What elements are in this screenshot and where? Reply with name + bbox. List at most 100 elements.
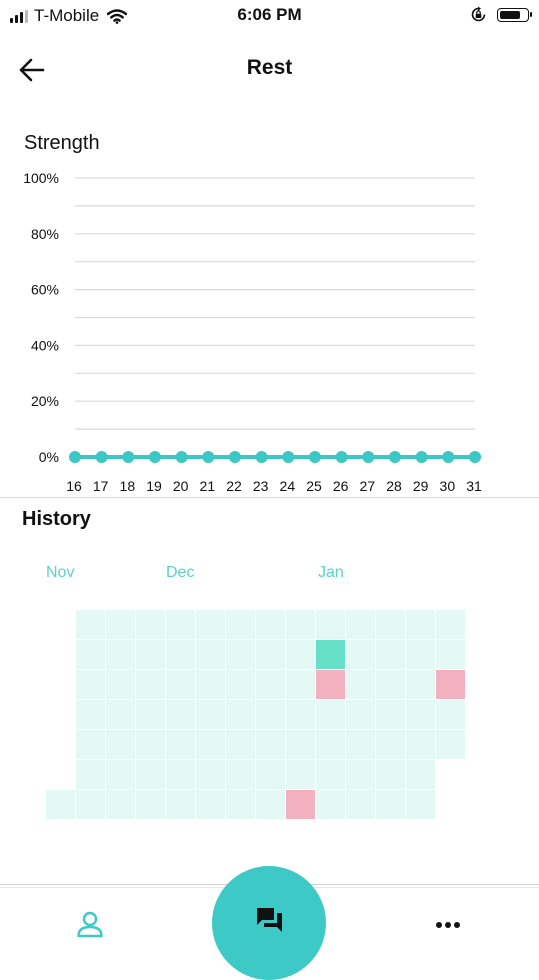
history-day-cell [196, 700, 225, 729]
profile-tab[interactable] [70, 908, 110, 942]
chat-button[interactable] [212, 866, 326, 980]
data-point [442, 451, 455, 463]
history-day-cell [166, 610, 195, 639]
more-tab[interactable] [428, 908, 468, 942]
x-tick-label: 19 [146, 478, 162, 494]
history-day-cell [316, 700, 345, 729]
history-day-cell [166, 790, 195, 819]
history-day-cell [106, 670, 135, 699]
data-point [309, 451, 321, 463]
history-title: History [22, 508, 91, 530]
data-point [469, 451, 481, 463]
y-tick-label: 60% [31, 282, 59, 298]
history-day-cell [376, 760, 405, 789]
section-divider [0, 497, 539, 498]
history-day-cell [346, 790, 375, 819]
data-point [362, 451, 375, 463]
data-point [229, 451, 241, 463]
history-day-cell [346, 730, 375, 759]
signal-icon [10, 9, 28, 23]
history-day-cell [76, 610, 105, 639]
history-day-cell [406, 730, 435, 759]
data-point [282, 451, 295, 463]
history-day-cell [76, 790, 105, 819]
bottom-nav [0, 866, 539, 980]
history-day-cell [256, 730, 285, 759]
page-title: Rest [246, 56, 293, 79]
history-day-cell [286, 790, 315, 819]
history-day-cell [136, 670, 165, 699]
history-day-cell [406, 790, 435, 819]
history-day-cell [316, 610, 345, 639]
history-day-cell [256, 760, 285, 789]
history-day-cell [376, 700, 405, 729]
history-day-cell [286, 670, 315, 699]
status-time: 6:06 PM [237, 5, 302, 24]
history-day-cell [286, 640, 315, 669]
more-icon [436, 922, 460, 928]
data-point [415, 451, 428, 463]
history-day-cell [196, 640, 225, 669]
history-day-cell [106, 700, 135, 729]
history-day-cell [166, 760, 195, 789]
back-button[interactable] [14, 52, 50, 88]
history-day-cell [166, 670, 195, 699]
history-day-cell [346, 610, 375, 639]
history-day-cell [436, 670, 465, 699]
history-day-cell [346, 760, 375, 789]
history-day-cell [106, 610, 135, 639]
history-day-cell [226, 700, 255, 729]
data-point [95, 451, 108, 463]
x-tick-label: 21 [200, 478, 216, 494]
history-day-cell [316, 730, 345, 759]
battery-level [500, 10, 520, 19]
history-day-cell [316, 760, 345, 789]
arrow-left-icon [19, 58, 45, 82]
data-point [202, 451, 215, 463]
history-day-cell [346, 670, 375, 699]
history-day-cell [256, 610, 285, 639]
history-day-cell [136, 700, 165, 729]
history-day-cell [436, 610, 465, 639]
x-tick-label: 25 [306, 478, 322, 494]
history-day-cell [196, 730, 225, 759]
month-label-nov: Nov [46, 564, 75, 581]
strength-title: Strength [24, 132, 100, 154]
history-day-cell [376, 730, 405, 759]
history-day-cell [166, 700, 195, 729]
month-label-dec: Dec [166, 564, 195, 581]
history-day-cell [76, 700, 105, 729]
data-point [149, 451, 161, 463]
profile-icon [77, 911, 103, 938]
history-day-cell [376, 640, 405, 669]
history-day-cell [226, 790, 255, 819]
data-point [389, 451, 401, 463]
history-day-cell [136, 790, 165, 819]
history-day-cell [406, 670, 435, 699]
y-tick-label: 100% [23, 170, 59, 186]
history-day-cell [166, 640, 195, 669]
month-label-jan: Jan [318, 564, 344, 581]
history-day-cell [316, 640, 345, 669]
history-day-cell [106, 790, 135, 819]
data-point [69, 451, 81, 463]
history-day-cell [286, 610, 315, 639]
header: Rest [0, 40, 539, 100]
history-day-cell [106, 730, 135, 759]
x-tick-label: 22 [226, 478, 242, 494]
wifi-icon [107, 8, 128, 24]
history-day-cell [406, 760, 435, 789]
x-tick-label: 16 [66, 478, 82, 494]
history-day-cell [196, 670, 225, 699]
history-day-cell [136, 610, 165, 639]
x-tick-label: 17 [93, 478, 109, 494]
history-day-cell [46, 790, 75, 819]
y-tick-label: 0% [39, 449, 59, 465]
status-left: T-Mobile [10, 6, 128, 26]
history-day-cell [226, 640, 255, 669]
x-tick-label: 23 [253, 478, 269, 494]
x-tick-label: 18 [120, 478, 136, 494]
x-tick-label: 30 [440, 478, 456, 494]
history-day-cell [76, 670, 105, 699]
history-day-cell [256, 640, 285, 669]
